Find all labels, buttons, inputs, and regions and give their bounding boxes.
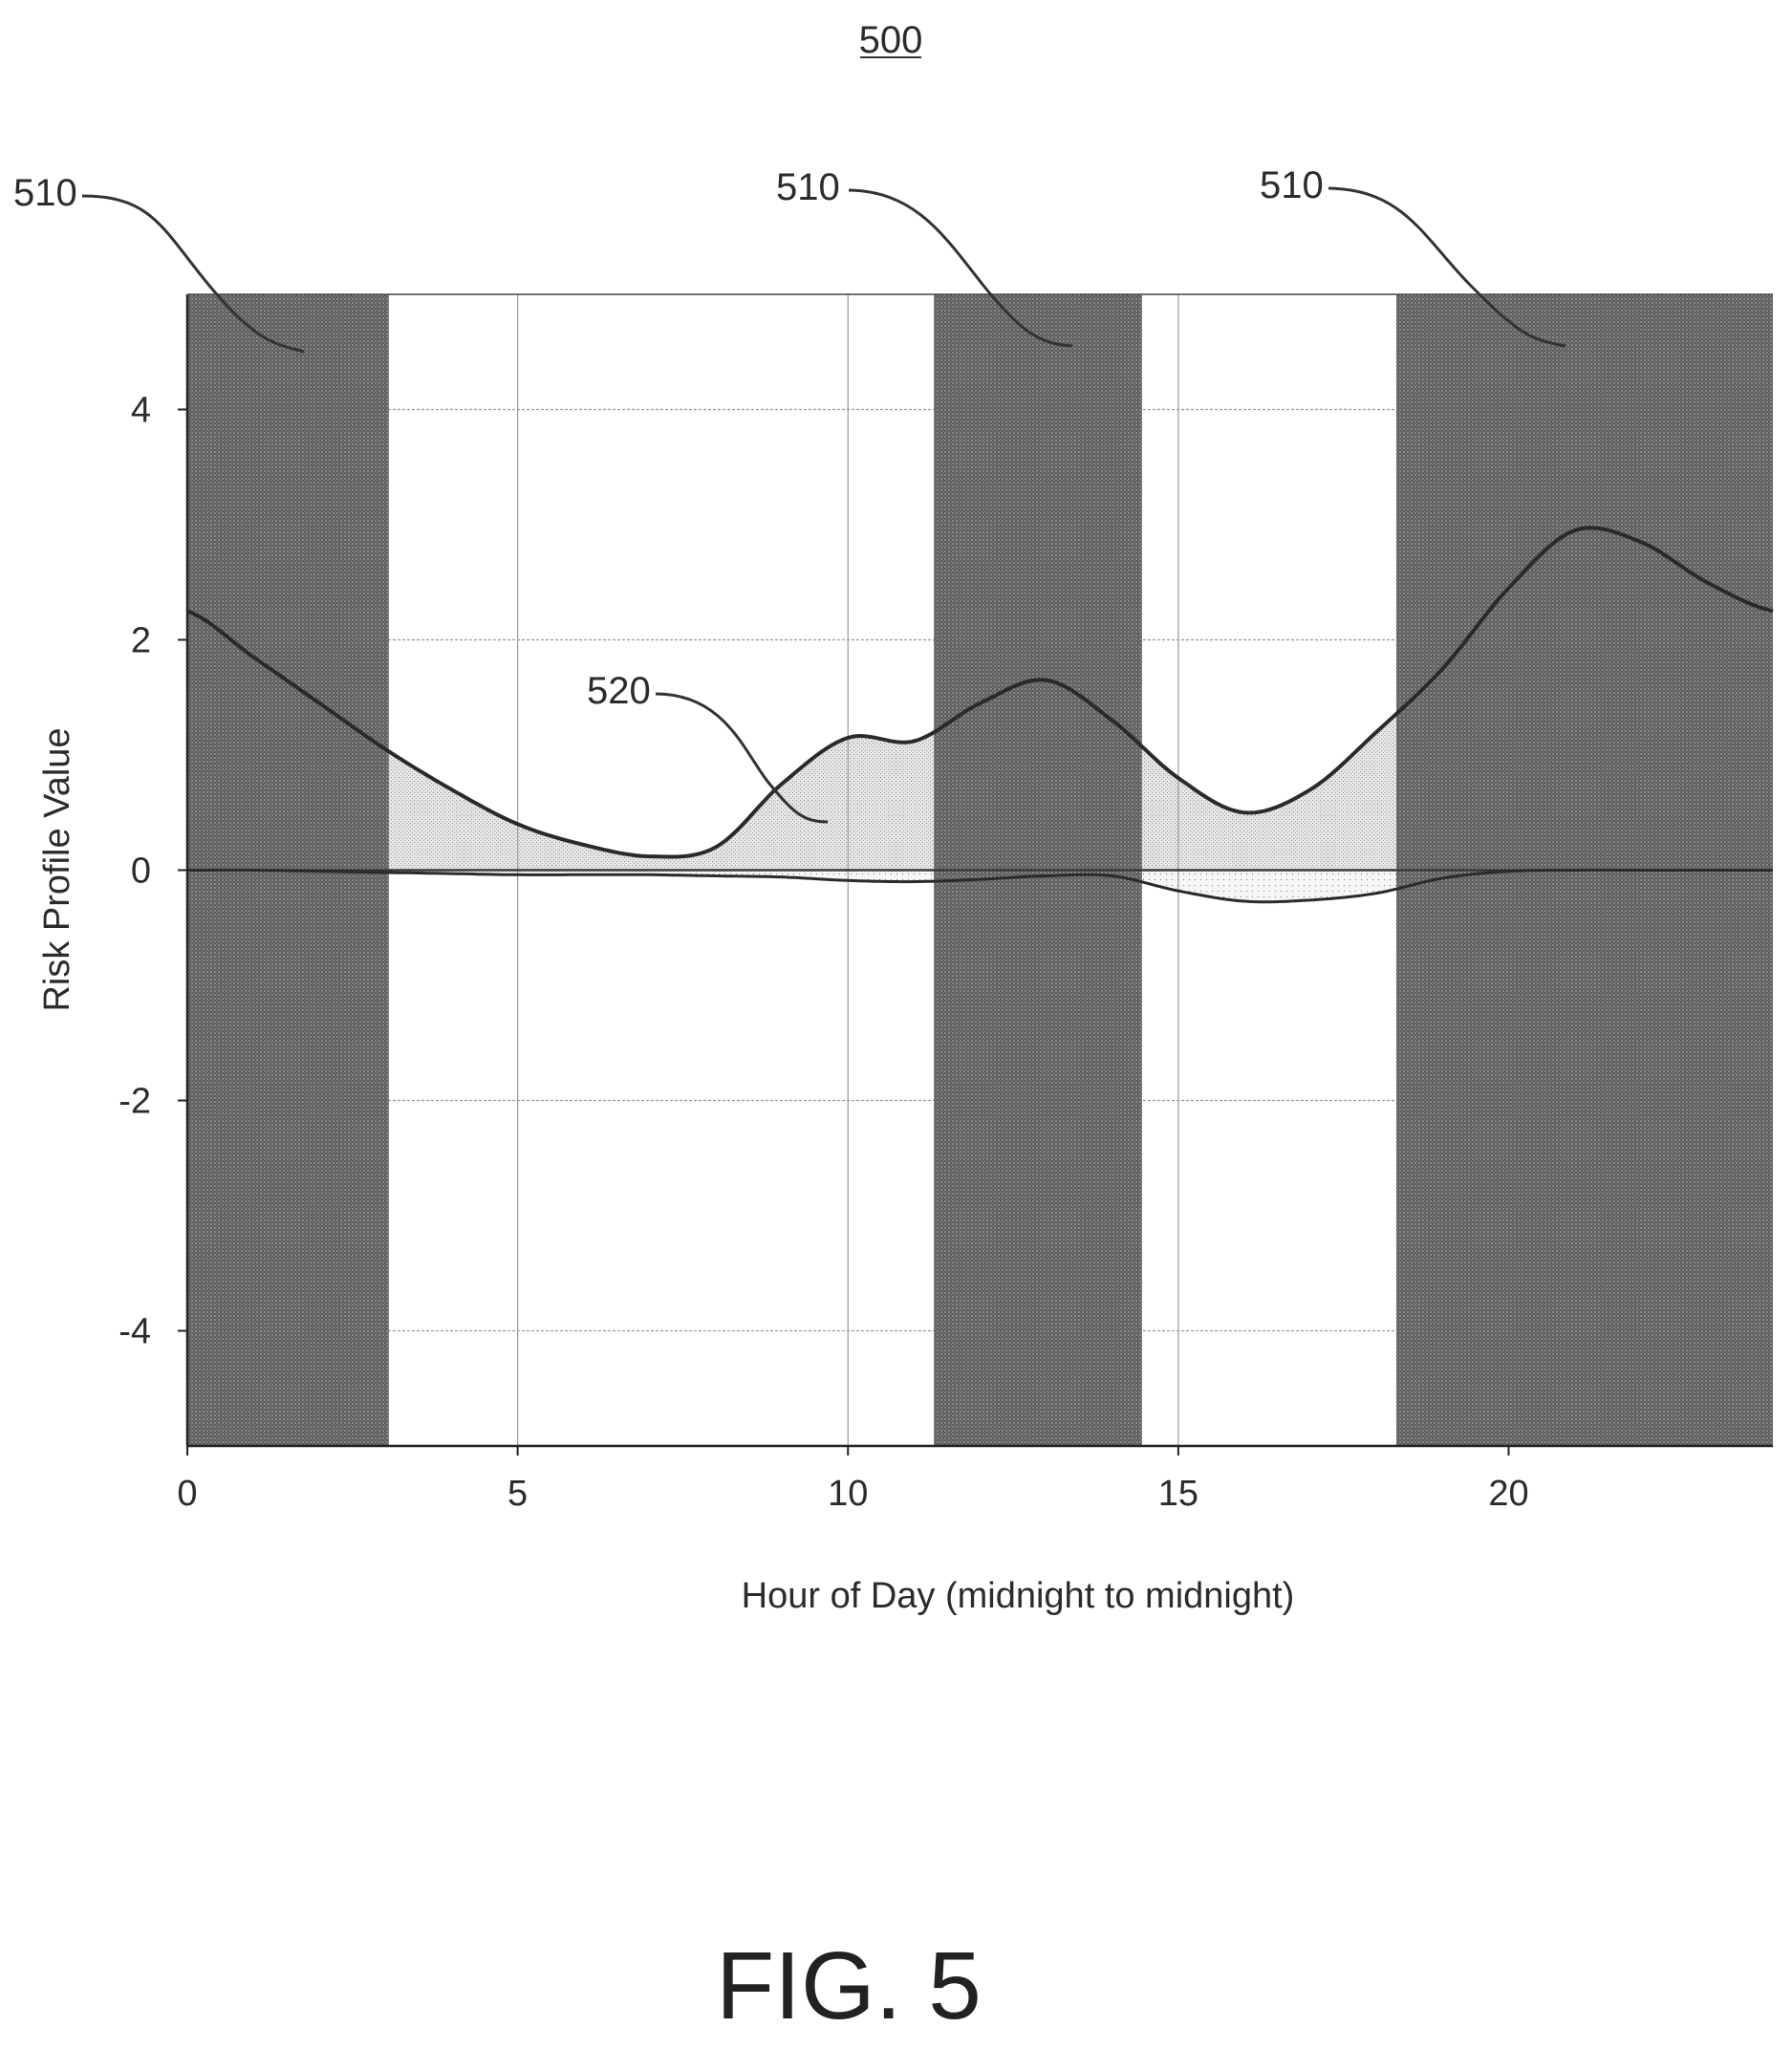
reference-leader-line: [655, 692, 829, 824]
x-axis-label: Hour of Day (midnight to midnight): [742, 1576, 1295, 1616]
y-tick-label: -2: [119, 1082, 151, 1122]
y-tick-label: 0: [131, 852, 151, 892]
ref-label-520: 520: [587, 670, 651, 712]
reference-leader-line: [848, 188, 1073, 348]
x-tick-label: 5: [507, 1474, 528, 1514]
x-tick-label: 20: [1488, 1474, 1528, 1514]
x-tick-label: 0: [177, 1474, 197, 1514]
figure-caption: FIG. 5: [716, 1932, 982, 2039]
reference-leader-line: [1328, 186, 1566, 348]
reference-leaders: [81, 186, 1566, 824]
x-tick-label: 10: [828, 1474, 868, 1514]
y-tick-label: -4: [119, 1312, 151, 1352]
series-line-lower: [187, 868, 1773, 904]
series-lines: [186, 294, 1774, 1446]
y-tick-label: 4: [131, 391, 151, 431]
ref-label-510-left: 510: [13, 172, 77, 214]
series-line-upper: [186, 526, 1774, 859]
negative-area-fill: [1141, 870, 1396, 902]
y-axis-label: Risk Profile Value: [37, 727, 77, 1011]
x-tick-label: 15: [1158, 1474, 1198, 1514]
negative-area-fill: [388, 870, 935, 882]
axes: [178, 293, 1773, 1456]
figure-number-label: 500: [859, 19, 923, 61]
y-tick-label: 2: [131, 621, 151, 661]
ref-label-510-right: 510: [1260, 164, 1324, 206]
positive-area-fill: [388, 732, 935, 871]
area-fills: [388, 714, 1396, 902]
reference-leader-line: [81, 194, 305, 354]
positive-area-fill: [1141, 714, 1396, 871]
ref-label-510-middle: 510: [776, 166, 840, 208]
